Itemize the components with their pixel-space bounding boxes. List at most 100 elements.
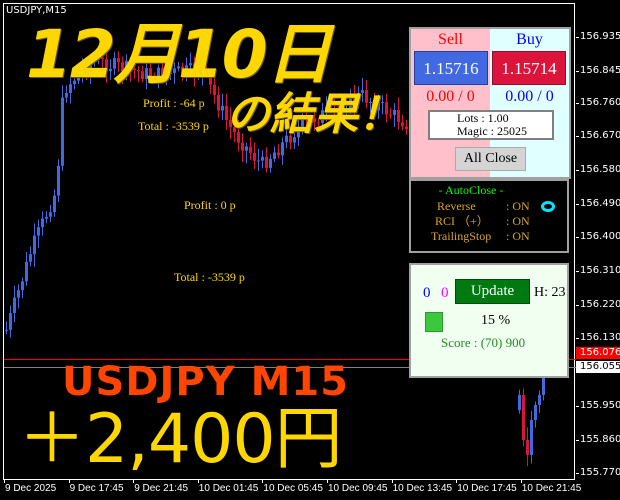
count-blue: 0 <box>423 285 431 301</box>
price-tick <box>576 338 579 340</box>
reverse-label: Reverse <box>437 199 476 213</box>
candle-body <box>125 60 128 72</box>
update-button[interactable]: Update <box>455 279 530 304</box>
candle-body <box>133 68 136 71</box>
time-tick <box>456 480 458 483</box>
candle-body <box>341 106 344 111</box>
candle-body <box>177 66 180 69</box>
candle-body <box>349 93 352 110</box>
date-title: 12月10日 <box>26 16 332 93</box>
candle-body <box>377 102 380 111</box>
candle-body <box>301 117 304 127</box>
time-tick <box>327 480 328 483</box>
status-indicator-icon[interactable] <box>541 201 555 212</box>
buy-profit: 0.00 / 0 <box>505 88 554 105</box>
candle-body <box>365 90 368 103</box>
magic-value: Magic : 25025 <box>457 124 527 138</box>
price-label: 156.130 <box>580 332 620 344</box>
candle-body <box>393 109 396 115</box>
candle-body <box>29 254 32 262</box>
candle-body <box>353 93 356 103</box>
candle-body <box>157 67 160 80</box>
bid-line <box>4 367 576 368</box>
candle-body <box>197 73 200 75</box>
price-label: 156.845 <box>580 64 620 76</box>
price-label: 156.400 <box>580 231 620 243</box>
candle-body <box>257 160 260 162</box>
candle-body <box>297 126 300 138</box>
candle-body <box>405 126 408 130</box>
time-label: 10 Dec 13:45 <box>392 483 453 494</box>
candle-body <box>109 68 112 72</box>
chart-area[interactable] <box>3 3 575 480</box>
candle-body <box>189 63 192 66</box>
candle-body <box>165 73 168 80</box>
price-tick <box>576 37 579 38</box>
candle-body <box>325 106 328 111</box>
price-label: 156.935 <box>580 31 620 42</box>
candle-body <box>21 281 24 291</box>
candle-body <box>137 70 140 72</box>
price-tick <box>576 271 579 273</box>
price-label: 155.950 <box>580 399 620 411</box>
candle-body <box>57 165 60 196</box>
score-value: Score : (70) 900 <box>441 335 526 350</box>
candle-body <box>121 62 124 72</box>
price-tick <box>576 304 579 306</box>
candle-body <box>5 329 8 331</box>
candle-body <box>530 420 533 455</box>
candle-body <box>337 106 340 108</box>
sell-button[interactable]: 1.15716 <box>414 51 488 85</box>
candle-body <box>117 58 120 63</box>
candle-body <box>345 109 348 111</box>
candle-body <box>9 313 12 330</box>
candle-body <box>73 80 76 85</box>
result-title: の結果！ <box>226 89 402 140</box>
candle-body <box>145 68 148 80</box>
candle-body <box>225 105 228 120</box>
candle-body <box>538 395 541 405</box>
time-label: 10 Dec 17:45 <box>457 483 517 494</box>
time-tick <box>133 480 135 483</box>
candle-body <box>241 142 244 151</box>
time-label: 9 Dec 17:45 <box>69 483 124 494</box>
time-tick <box>520 480 522 483</box>
candle-body <box>321 110 324 123</box>
pair-title: USDJPY M15 <box>62 359 350 405</box>
price-tick <box>576 136 579 138</box>
candle-body <box>229 119 232 128</box>
price-tick <box>576 102 579 104</box>
rci-value: : ON <box>506 214 530 228</box>
candle-body <box>357 92 360 103</box>
price-label: 156.760 <box>580 96 620 108</box>
candle-body <box>25 261 28 282</box>
lots-box[interactable]: Lots : 1.00 Magic : 25025 <box>428 110 554 140</box>
candle-body <box>101 57 104 60</box>
buy-button[interactable]: 1.15714 <box>492 51 566 85</box>
candle-body <box>313 117 316 123</box>
candle-body <box>518 395 521 410</box>
candle-body <box>17 290 20 298</box>
candle-body <box>305 117 308 119</box>
candle-body <box>193 63 196 75</box>
price-label: 156.490 <box>580 197 620 209</box>
candle-body <box>81 68 84 74</box>
candle-body <box>65 92 68 98</box>
autoclose-panel: - AutoClose - Reverse : ON RCI （+） : ON … <box>409 179 569 253</box>
candle-body <box>385 102 388 115</box>
trailing-label: TrailingStop <box>431 229 492 243</box>
candle-body <box>333 102 336 107</box>
candle-body <box>233 127 236 133</box>
candle-body <box>269 158 272 168</box>
candle-body <box>217 95 220 111</box>
candle-body <box>277 152 280 156</box>
candle-body <box>542 378 545 395</box>
price-tick <box>576 70 579 72</box>
time-label: 10 Dec 01:45 <box>198 483 259 494</box>
candle-body <box>69 84 72 93</box>
candle-body <box>205 69 208 74</box>
all-close-button[interactable]: All Close <box>455 147 526 171</box>
candle-body <box>329 102 332 107</box>
price-label: 156.670 <box>580 130 620 142</box>
